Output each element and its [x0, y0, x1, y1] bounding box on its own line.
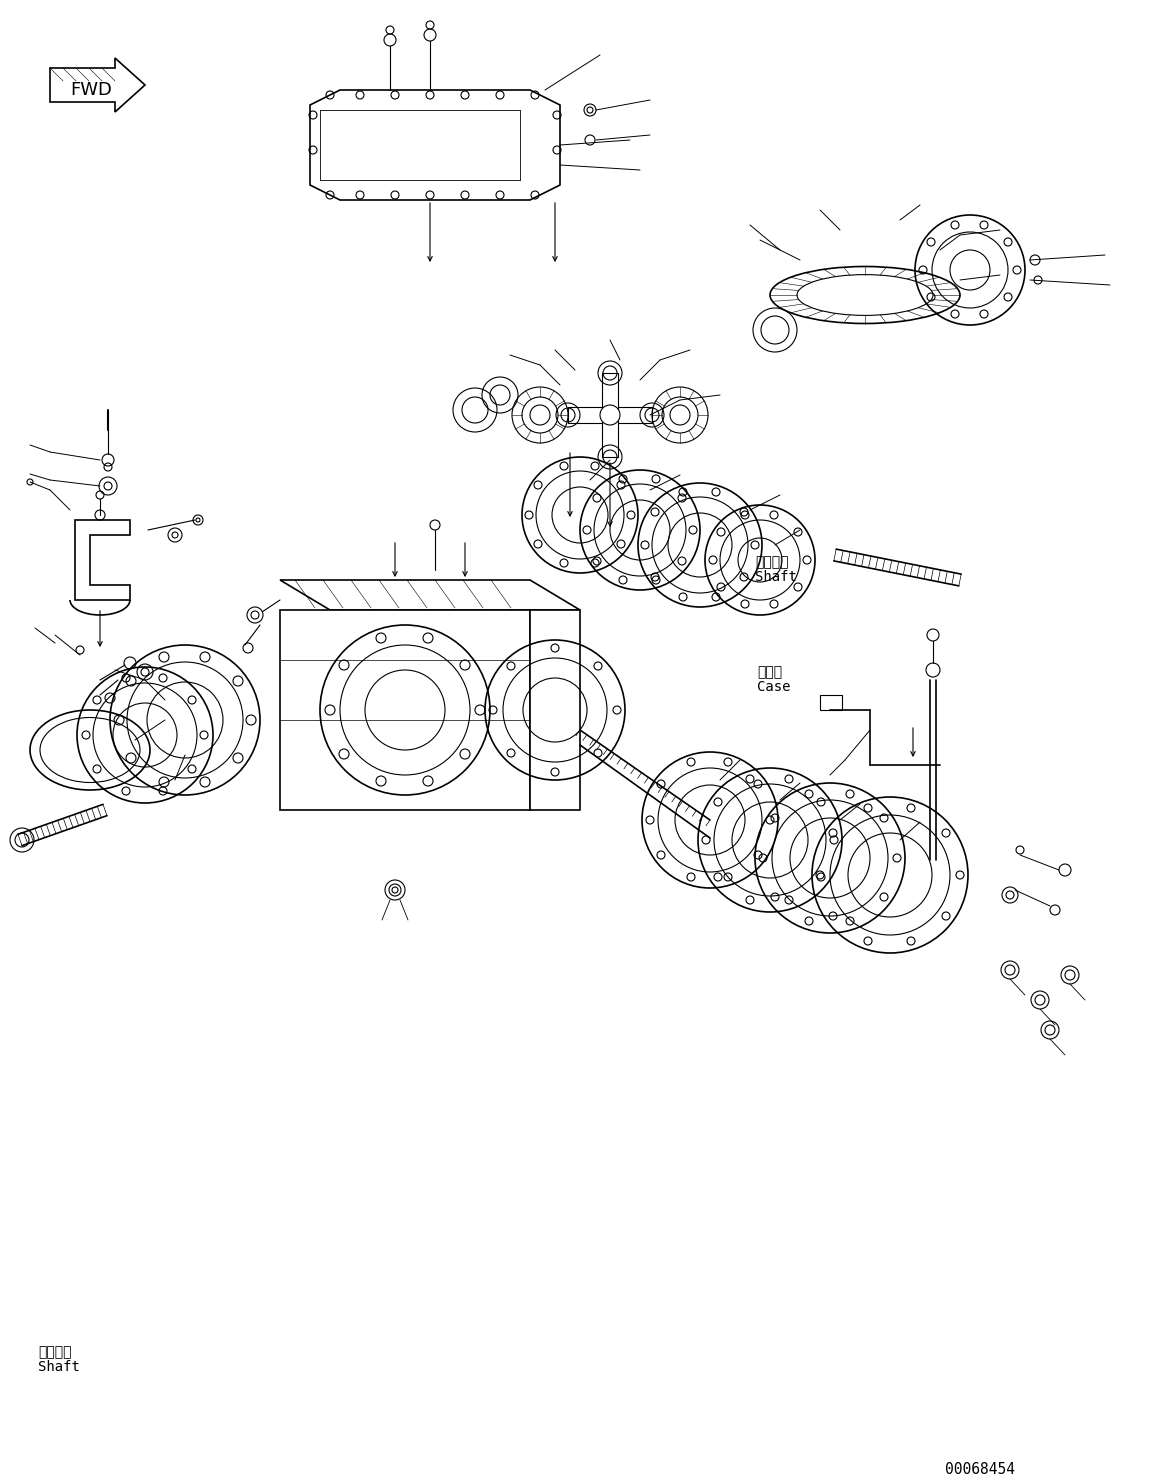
- Polygon shape: [310, 91, 561, 200]
- Bar: [567, 407, 651, 423]
- Circle shape: [384, 34, 396, 46]
- Text: 00068454: 00068454: [945, 1462, 1015, 1477]
- Circle shape: [384, 880, 405, 899]
- Circle shape: [247, 607, 262, 623]
- Bar: [820, 695, 843, 709]
- Polygon shape: [49, 58, 145, 111]
- Text: FWD: FWD: [70, 82, 112, 99]
- Text: シャフト: シャフト: [755, 555, 788, 568]
- Text: Case: Case: [757, 680, 791, 695]
- Circle shape: [430, 519, 440, 530]
- Circle shape: [600, 405, 620, 424]
- Circle shape: [424, 30, 436, 42]
- Polygon shape: [75, 519, 130, 600]
- Polygon shape: [280, 580, 580, 610]
- Text: Shaft: Shaft: [38, 1359, 79, 1374]
- Polygon shape: [529, 610, 580, 810]
- Polygon shape: [280, 610, 529, 810]
- Circle shape: [927, 629, 939, 641]
- Text: シャフト: シャフト: [38, 1345, 71, 1359]
- Text: Shaft: Shaft: [755, 570, 796, 585]
- Text: ケース: ケース: [757, 665, 783, 680]
- Bar: [602, 372, 618, 457]
